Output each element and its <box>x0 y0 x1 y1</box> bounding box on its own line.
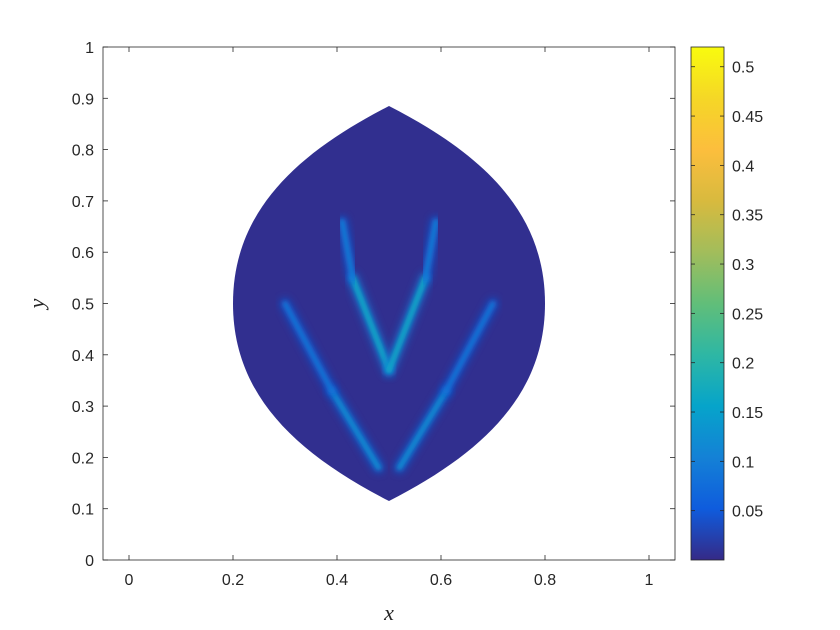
y-tick-label: 0 <box>85 553 94 570</box>
y-tick-label: 0.7 <box>72 194 94 211</box>
colorbar-tick-label: 0.15 <box>732 405 763 422</box>
colorbar-tick-label: 0.4 <box>732 158 754 175</box>
y-tick-label: 1 <box>85 40 94 57</box>
y-tick-label: 0.4 <box>72 348 94 365</box>
y-tick-label: 0.5 <box>72 297 94 314</box>
y-tick-label: 0.9 <box>72 91 94 108</box>
y-tick-label: 0.1 <box>72 502 94 519</box>
vein-4 <box>339 219 356 281</box>
x-axis-ticks: 0 0.2 0.4 0.6 0.8 1 <box>125 47 654 589</box>
x-axis-label: x <box>383 600 394 625</box>
colorbar-tick-label: 0.25 <box>732 306 763 323</box>
y-tick-label: 0.6 <box>72 245 94 262</box>
colorbar-tick-label: 0.45 <box>732 109 763 126</box>
vein-network <box>279 143 499 502</box>
x-tick-label: 0.8 <box>534 572 556 589</box>
x-tick-label: 0.6 <box>430 572 452 589</box>
colorbar-gradient <box>690 46 725 561</box>
x-tick-label: 1 <box>645 572 654 589</box>
x-tick-label: 0.2 <box>222 572 244 589</box>
colorbar-ticks: 0.05 0.1 0.15 0.2 0.25 0.3 0.35 0.4 0.45 0.5 <box>691 60 763 521</box>
colorbar-tick-label: 0.05 <box>732 504 763 521</box>
y-tick-label: 0.3 <box>72 399 94 416</box>
colorbar-tick-label: 0.3 <box>732 257 754 274</box>
plot-area: 0 0.2 0.4 0.6 0.8 1 0 0.1 0.2 0.3 0.4 0.5 0.6 0.7 0.8… <box>24 40 676 625</box>
vein-9 <box>396 388 449 471</box>
vein-3 <box>349 274 392 374</box>
x-tick-label: 0.4 <box>326 572 348 589</box>
colorbar-tick-label: 0.35 <box>732 208 763 225</box>
y-axis-ticks: 0 0.1 0.2 0.3 0.4 0.5 0.6 0.7 0.8 0.9 1 <box>72 40 675 570</box>
y-axis-label: y <box>24 298 49 310</box>
vein-10 <box>443 301 496 394</box>
x-tick-label: 0 <box>125 572 134 589</box>
colorbar-tick-label: 0.2 <box>732 356 754 373</box>
y-tick-label: 0.8 <box>72 143 94 160</box>
vein-7 <box>329 388 382 471</box>
vein-5 <box>386 274 429 374</box>
colorbar-tick-label: 0.5 <box>732 60 754 77</box>
colorbar: 0.05 0.1 0.15 0.2 0.25 0.3 0.35 0.4 0.45 0.5 <box>690 46 763 561</box>
colorbar-tick-label: 0.1 <box>732 454 754 471</box>
vein-8 <box>282 301 335 394</box>
y-tick-label: 0.2 <box>72 450 94 467</box>
vein-6 <box>422 219 439 281</box>
